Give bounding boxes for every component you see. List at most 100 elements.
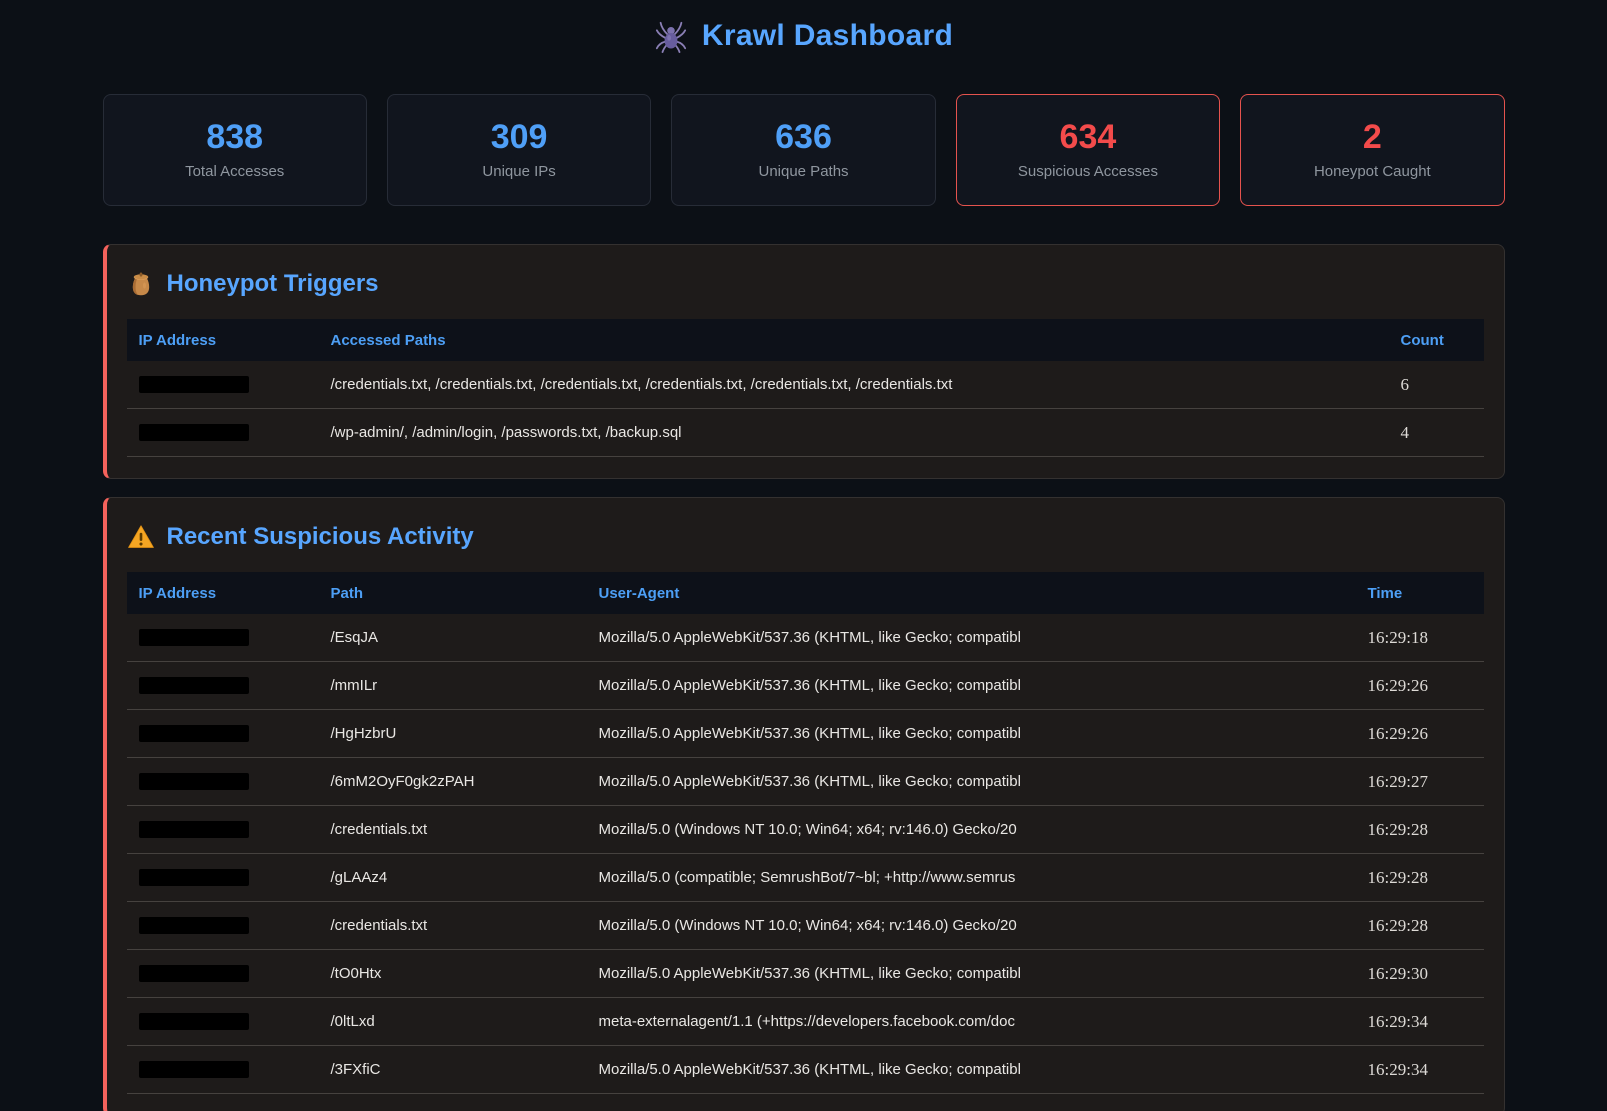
time-cell: 16:29:28 bbox=[1356, 854, 1484, 901]
honeypot-table-body: /credentials.txt, /credentials.txt, /cre… bbox=[127, 361, 1484, 457]
stat-label: Honeypot Caught bbox=[1314, 163, 1431, 180]
ip-address-cell bbox=[127, 806, 319, 853]
redacted-ip-bar bbox=[139, 677, 249, 694]
honeypot-table: IP Address Accessed Paths Count /credent… bbox=[127, 319, 1484, 457]
stat-card-suspicious-accesses: 634 Suspicious Accesses bbox=[956, 94, 1220, 206]
redacted-ip-bar bbox=[139, 725, 249, 742]
stat-value: 838 bbox=[206, 120, 263, 154]
redacted-ip-bar bbox=[139, 629, 249, 646]
user-agent-cell: Mozilla/5.0 AppleWebKit/537.36 (KHTML, l… bbox=[587, 758, 1356, 805]
column-header-count: Count bbox=[1389, 319, 1484, 361]
activity-table-row: /HgHzbrU Mozilla/5.0 AppleWebKit/537.36 … bbox=[127, 710, 1484, 758]
ip-address-cell bbox=[127, 902, 319, 949]
activity-table-row: /0ltLxd meta-externalagent/1.1 (+https:/… bbox=[127, 998, 1484, 1046]
redacted-ip-bar bbox=[139, 965, 249, 982]
section-title: Recent Suspicious Activity bbox=[167, 523, 474, 551]
activity-panel-title: Recent Suspicious Activity bbox=[127, 522, 1484, 552]
time-cell: 16:29:26 bbox=[1356, 662, 1484, 709]
activity-table-header: IP Address Path User-Agent Time bbox=[127, 572, 1484, 614]
activity-table-row: /credentials.txt Mozilla/5.0 (Windows NT… bbox=[127, 806, 1484, 854]
activity-table: IP Address Path User-Agent Time /EsqJA M… bbox=[127, 572, 1484, 1094]
path-cell: /6mM2OyF0gk2zPAH bbox=[319, 758, 587, 805]
path-cell: /0ltLxd bbox=[319, 998, 587, 1045]
count-cell: 6 bbox=[1389, 361, 1484, 408]
spider-icon bbox=[654, 19, 688, 53]
user-agent-cell: Mozilla/5.0 AppleWebKit/537.36 (KHTML, l… bbox=[587, 662, 1356, 709]
column-header-user-agent: User-Agent bbox=[587, 572, 1356, 614]
ip-address-cell bbox=[127, 758, 319, 805]
path-cell: /mmILr bbox=[319, 662, 587, 709]
honeypot-icon bbox=[127, 270, 155, 298]
stat-card-unique-paths: 636 Unique Paths bbox=[671, 94, 935, 206]
user-agent-cell: Mozilla/5.0 (compatible; SemrushBot/7~bl… bbox=[587, 854, 1356, 901]
redacted-ip-bar bbox=[139, 773, 249, 790]
ip-address-cell bbox=[127, 950, 319, 997]
path-cell: /gLAAz4 bbox=[319, 854, 587, 901]
activity-table-row: /3FXfiC Mozilla/5.0 AppleWebKit/537.36 (… bbox=[127, 1046, 1484, 1094]
honeypot-table-row: /credentials.txt, /credentials.txt, /cre… bbox=[127, 361, 1484, 409]
column-header-ip-address: IP Address bbox=[127, 572, 319, 614]
count-cell: 4 bbox=[1389, 409, 1484, 456]
time-cell: 16:29:30 bbox=[1356, 950, 1484, 997]
warning-icon bbox=[127, 523, 155, 551]
stat-label: Total Accesses bbox=[185, 163, 284, 180]
stat-card-honeypot-caught: 2 Honeypot Caught bbox=[1240, 94, 1504, 206]
path-cell: /EsqJA bbox=[319, 614, 587, 661]
honeypot-table-row: /wp-admin/, /admin/login, /passwords.txt… bbox=[127, 409, 1484, 457]
stat-label: Unique IPs bbox=[482, 163, 555, 180]
column-header-time: Time bbox=[1356, 572, 1484, 614]
activity-table-body: /EsqJA Mozilla/5.0 AppleWebKit/537.36 (K… bbox=[127, 614, 1484, 1094]
column-header-accessed-paths: Accessed Paths bbox=[319, 319, 1389, 361]
time-cell: 16:29:28 bbox=[1356, 902, 1484, 949]
page-title: Krawl Dashboard bbox=[702, 19, 953, 53]
section-title: Honeypot Triggers bbox=[167, 270, 379, 298]
honeypot-panel-title: Honeypot Triggers bbox=[127, 269, 1484, 299]
user-agent-cell: Mozilla/5.0 (Windows NT 10.0; Win64; x64… bbox=[587, 902, 1356, 949]
dashboard-container: Krawl Dashboard 838 Total Accesses 309 U… bbox=[103, 14, 1505, 1111]
redacted-ip-bar bbox=[139, 376, 249, 393]
stat-label: Unique Paths bbox=[758, 163, 848, 180]
time-cell: 16:29:26 bbox=[1356, 710, 1484, 757]
ip-address-cell bbox=[127, 998, 319, 1045]
redacted-ip-bar bbox=[139, 869, 249, 886]
ip-address-cell bbox=[127, 614, 319, 661]
activity-table-row: /EsqJA Mozilla/5.0 AppleWebKit/537.36 (K… bbox=[127, 614, 1484, 662]
time-cell: 16:29:34 bbox=[1356, 998, 1484, 1045]
suspicious-activity-panel: Recent Suspicious Activity IP Address Pa… bbox=[103, 497, 1505, 1111]
user-agent-cell: Mozilla/5.0 AppleWebKit/537.36 (KHTML, l… bbox=[587, 614, 1356, 661]
path-cell: /3FXfiC bbox=[319, 1046, 587, 1093]
redacted-ip-bar bbox=[139, 1013, 249, 1030]
activity-table-row: /6mM2OyF0gk2zPAH Mozilla/5.0 AppleWebKit… bbox=[127, 758, 1484, 806]
accessed-paths-cell: /credentials.txt, /credentials.txt, /cre… bbox=[319, 361, 1389, 408]
redacted-ip-bar bbox=[139, 821, 249, 838]
time-cell: 16:29:28 bbox=[1356, 806, 1484, 853]
user-agent-cell: Mozilla/5.0 AppleWebKit/537.36 (KHTML, l… bbox=[587, 710, 1356, 757]
time-cell: 16:29:34 bbox=[1356, 1046, 1484, 1093]
redacted-ip-bar bbox=[139, 424, 249, 441]
ip-address-cell bbox=[127, 710, 319, 757]
column-header-path: Path bbox=[319, 572, 587, 614]
honeypot-table-header: IP Address Accessed Paths Count bbox=[127, 319, 1484, 361]
stat-value: 2 bbox=[1363, 120, 1382, 154]
path-cell: /HgHzbrU bbox=[319, 710, 587, 757]
redacted-ip-bar bbox=[139, 917, 249, 934]
stat-value: 309 bbox=[491, 120, 548, 154]
user-agent-cell: Mozilla/5.0 AppleWebKit/537.36 (KHTML, l… bbox=[587, 950, 1356, 997]
stat-card-total-accesses: 838 Total Accesses bbox=[103, 94, 367, 206]
honeypot-triggers-panel: Honeypot Triggers IP Address Accessed Pa… bbox=[103, 244, 1505, 479]
path-cell: /tO0Htx bbox=[319, 950, 587, 997]
accessed-paths-cell: /wp-admin/, /admin/login, /passwords.txt… bbox=[319, 409, 1389, 456]
ip-address-cell bbox=[127, 1046, 319, 1093]
stat-label: Suspicious Accesses bbox=[1018, 163, 1158, 180]
ip-address-cell bbox=[127, 854, 319, 901]
ip-address-cell bbox=[127, 662, 319, 709]
column-header-ip-address: IP Address bbox=[127, 319, 319, 361]
activity-table-row: /mmILr Mozilla/5.0 AppleWebKit/537.36 (K… bbox=[127, 662, 1484, 710]
activity-table-row: /gLAAz4 Mozilla/5.0 (compatible; Semrush… bbox=[127, 854, 1484, 902]
activity-table-row: /credentials.txt Mozilla/5.0 (Windows NT… bbox=[127, 902, 1484, 950]
ip-address-cell bbox=[127, 409, 319, 456]
stats-row: 838 Total Accesses 309 Unique IPs 636 Un… bbox=[103, 94, 1505, 206]
path-cell: /credentials.txt bbox=[319, 902, 587, 949]
user-agent-cell: meta-externalagent/1.1 (+https://develop… bbox=[587, 998, 1356, 1045]
stat-value: 636 bbox=[775, 120, 832, 154]
